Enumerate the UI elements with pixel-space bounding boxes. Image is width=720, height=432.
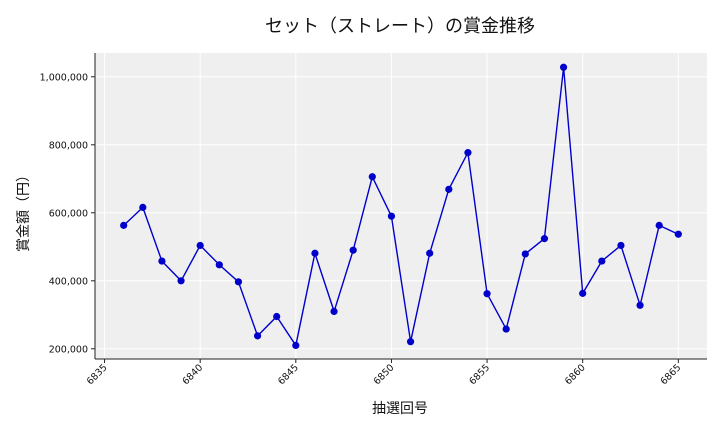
data-point xyxy=(120,221,128,229)
data-point xyxy=(273,312,281,321)
y-tick-label: 800,000 xyxy=(49,140,88,151)
data-point xyxy=(387,212,396,220)
data-point xyxy=(636,301,644,309)
data-point xyxy=(502,325,510,333)
data-point xyxy=(445,185,453,193)
data-point xyxy=(540,235,549,243)
data-point xyxy=(330,307,338,315)
data-point xyxy=(674,230,682,238)
data-point xyxy=(234,278,243,286)
x-tick-label: 6860 xyxy=(563,362,588,387)
data-point xyxy=(579,289,587,297)
data-point xyxy=(292,341,300,349)
data-point xyxy=(655,221,663,229)
data-point xyxy=(464,149,472,157)
series-line xyxy=(123,67,679,348)
data-point xyxy=(311,249,319,257)
data-point xyxy=(215,261,223,269)
series xyxy=(120,63,682,349)
data-point xyxy=(139,203,147,211)
axes xyxy=(94,53,707,360)
y-tick-label: 400,000 xyxy=(49,276,88,287)
data-point xyxy=(426,249,434,257)
y-axis-label: 賞金額（円） xyxy=(16,168,32,252)
data-point xyxy=(559,63,568,71)
data-point xyxy=(368,173,376,181)
chart-title: セット（ストレート）の賞金推移 xyxy=(265,16,535,37)
data-point xyxy=(196,241,204,250)
data-point xyxy=(483,290,491,298)
y-tick-label: 1,000,000 xyxy=(40,72,88,83)
y-tick-label: 200,000 xyxy=(49,344,88,355)
data-point xyxy=(349,246,357,254)
x-tick-label: 6850 xyxy=(372,362,397,387)
x-tick-label: 6835 xyxy=(85,362,110,387)
x-axis-label: 抽選回号 xyxy=(372,401,428,417)
plot-area xyxy=(95,53,707,359)
data-point xyxy=(617,241,625,250)
data-point xyxy=(158,257,166,265)
data-point xyxy=(177,277,185,285)
x-tick-label: 6840 xyxy=(180,362,205,387)
data-point xyxy=(406,338,415,346)
data-point xyxy=(253,332,262,340)
data-point xyxy=(521,250,529,258)
y-tick-label: 600,000 xyxy=(49,208,88,219)
x-tick-label: 6845 xyxy=(276,362,301,387)
x-tick-label: 6865 xyxy=(659,362,684,387)
data-point xyxy=(598,257,606,265)
x-tick-label: 6855 xyxy=(467,362,492,387)
